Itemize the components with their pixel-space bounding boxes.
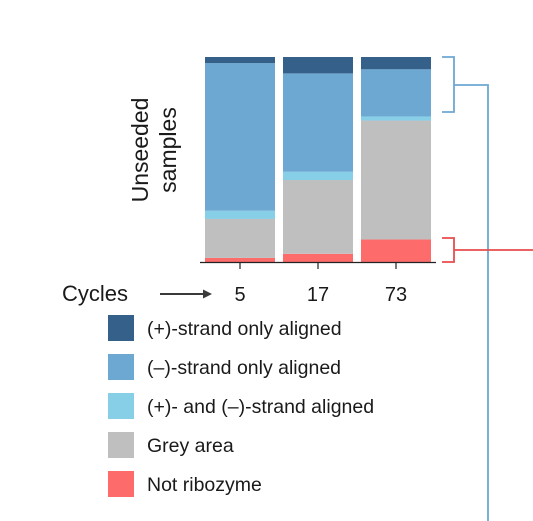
- bar-segment-not-ribozyme-cycle-73: [361, 239, 431, 262]
- bar-segment-not-ribozyme-cycle-17: [283, 253, 353, 262]
- x-tick-label: 73: [385, 284, 407, 306]
- bar-segment-strand-only-aligned-cycle-5: [205, 63, 275, 211]
- bar-segment-not-ribozyme-cycle-5: [205, 257, 275, 262]
- bars: [205, 57, 431, 262]
- bar-segment-strand-only-aligned-cycle-17: [283, 57, 353, 74]
- bar-segment-strand-only-aligned-cycle-73: [361, 69, 431, 117]
- bar-segment-grey-area-cycle-5: [205, 218, 275, 258]
- bar-segment-and-strand-aligned-cycle-17: [283, 171, 353, 180]
- legend-item: (+)-strand only aligned: [108, 315, 342, 341]
- legend-item: (+)- and (–)-strand aligned: [108, 393, 374, 419]
- legend-item: Not ribozyme: [108, 471, 262, 497]
- brackets: [442, 56, 533, 521]
- x-axis-label: Cycles: [62, 281, 128, 306]
- legend-swatch: [108, 393, 134, 419]
- legend-label: (+)-strand only aligned: [147, 318, 342, 340]
- legend-label: Grey area: [147, 435, 234, 457]
- bar-segment-and-strand-aligned-cycle-73: [361, 116, 431, 121]
- bar-segment-strand-only-aligned-cycle-5: [205, 57, 275, 64]
- bar-segment-and-strand-aligned-cycle-5: [205, 210, 275, 219]
- bar-segment-strand-only-aligned-cycle-17: [283, 73, 353, 172]
- legend-label: (+)- and (–)-strand aligned: [147, 396, 374, 418]
- legend-item: (–)-strand only aligned: [108, 354, 341, 380]
- legend: (+)-strand only aligned (–)-strand only a…: [108, 315, 374, 497]
- legend-swatch: [108, 354, 134, 380]
- x-tick-label: 5: [234, 284, 245, 306]
- legend-swatch: [108, 315, 134, 341]
- legend-swatch: [108, 432, 134, 458]
- bar-segment-grey-area-cycle-73: [361, 120, 431, 240]
- y-axis-label-line2: samples: [155, 107, 181, 193]
- legend-label: (–)-strand only aligned: [147, 357, 341, 379]
- lower-bracket: [442, 237, 533, 263]
- legend-swatch: [108, 471, 134, 497]
- bar-segment-strand-only-aligned-cycle-73: [361, 57, 431, 70]
- x-axis-ticks: 5 17 73: [234, 262, 407, 306]
- x-axis-arrow: [160, 289, 212, 299]
- upper-bracket: [442, 56, 489, 521]
- legend-item: Grey area: [108, 432, 234, 458]
- bar-segment-grey-area-cycle-17: [283, 180, 353, 254]
- x-tick-label: 17: [307, 284, 329, 306]
- legend-label: Not ribozyme: [147, 474, 262, 496]
- y-axis-label-line1: Unseeded: [127, 98, 153, 203]
- y-axis-label: Unseeded samples: [127, 98, 181, 203]
